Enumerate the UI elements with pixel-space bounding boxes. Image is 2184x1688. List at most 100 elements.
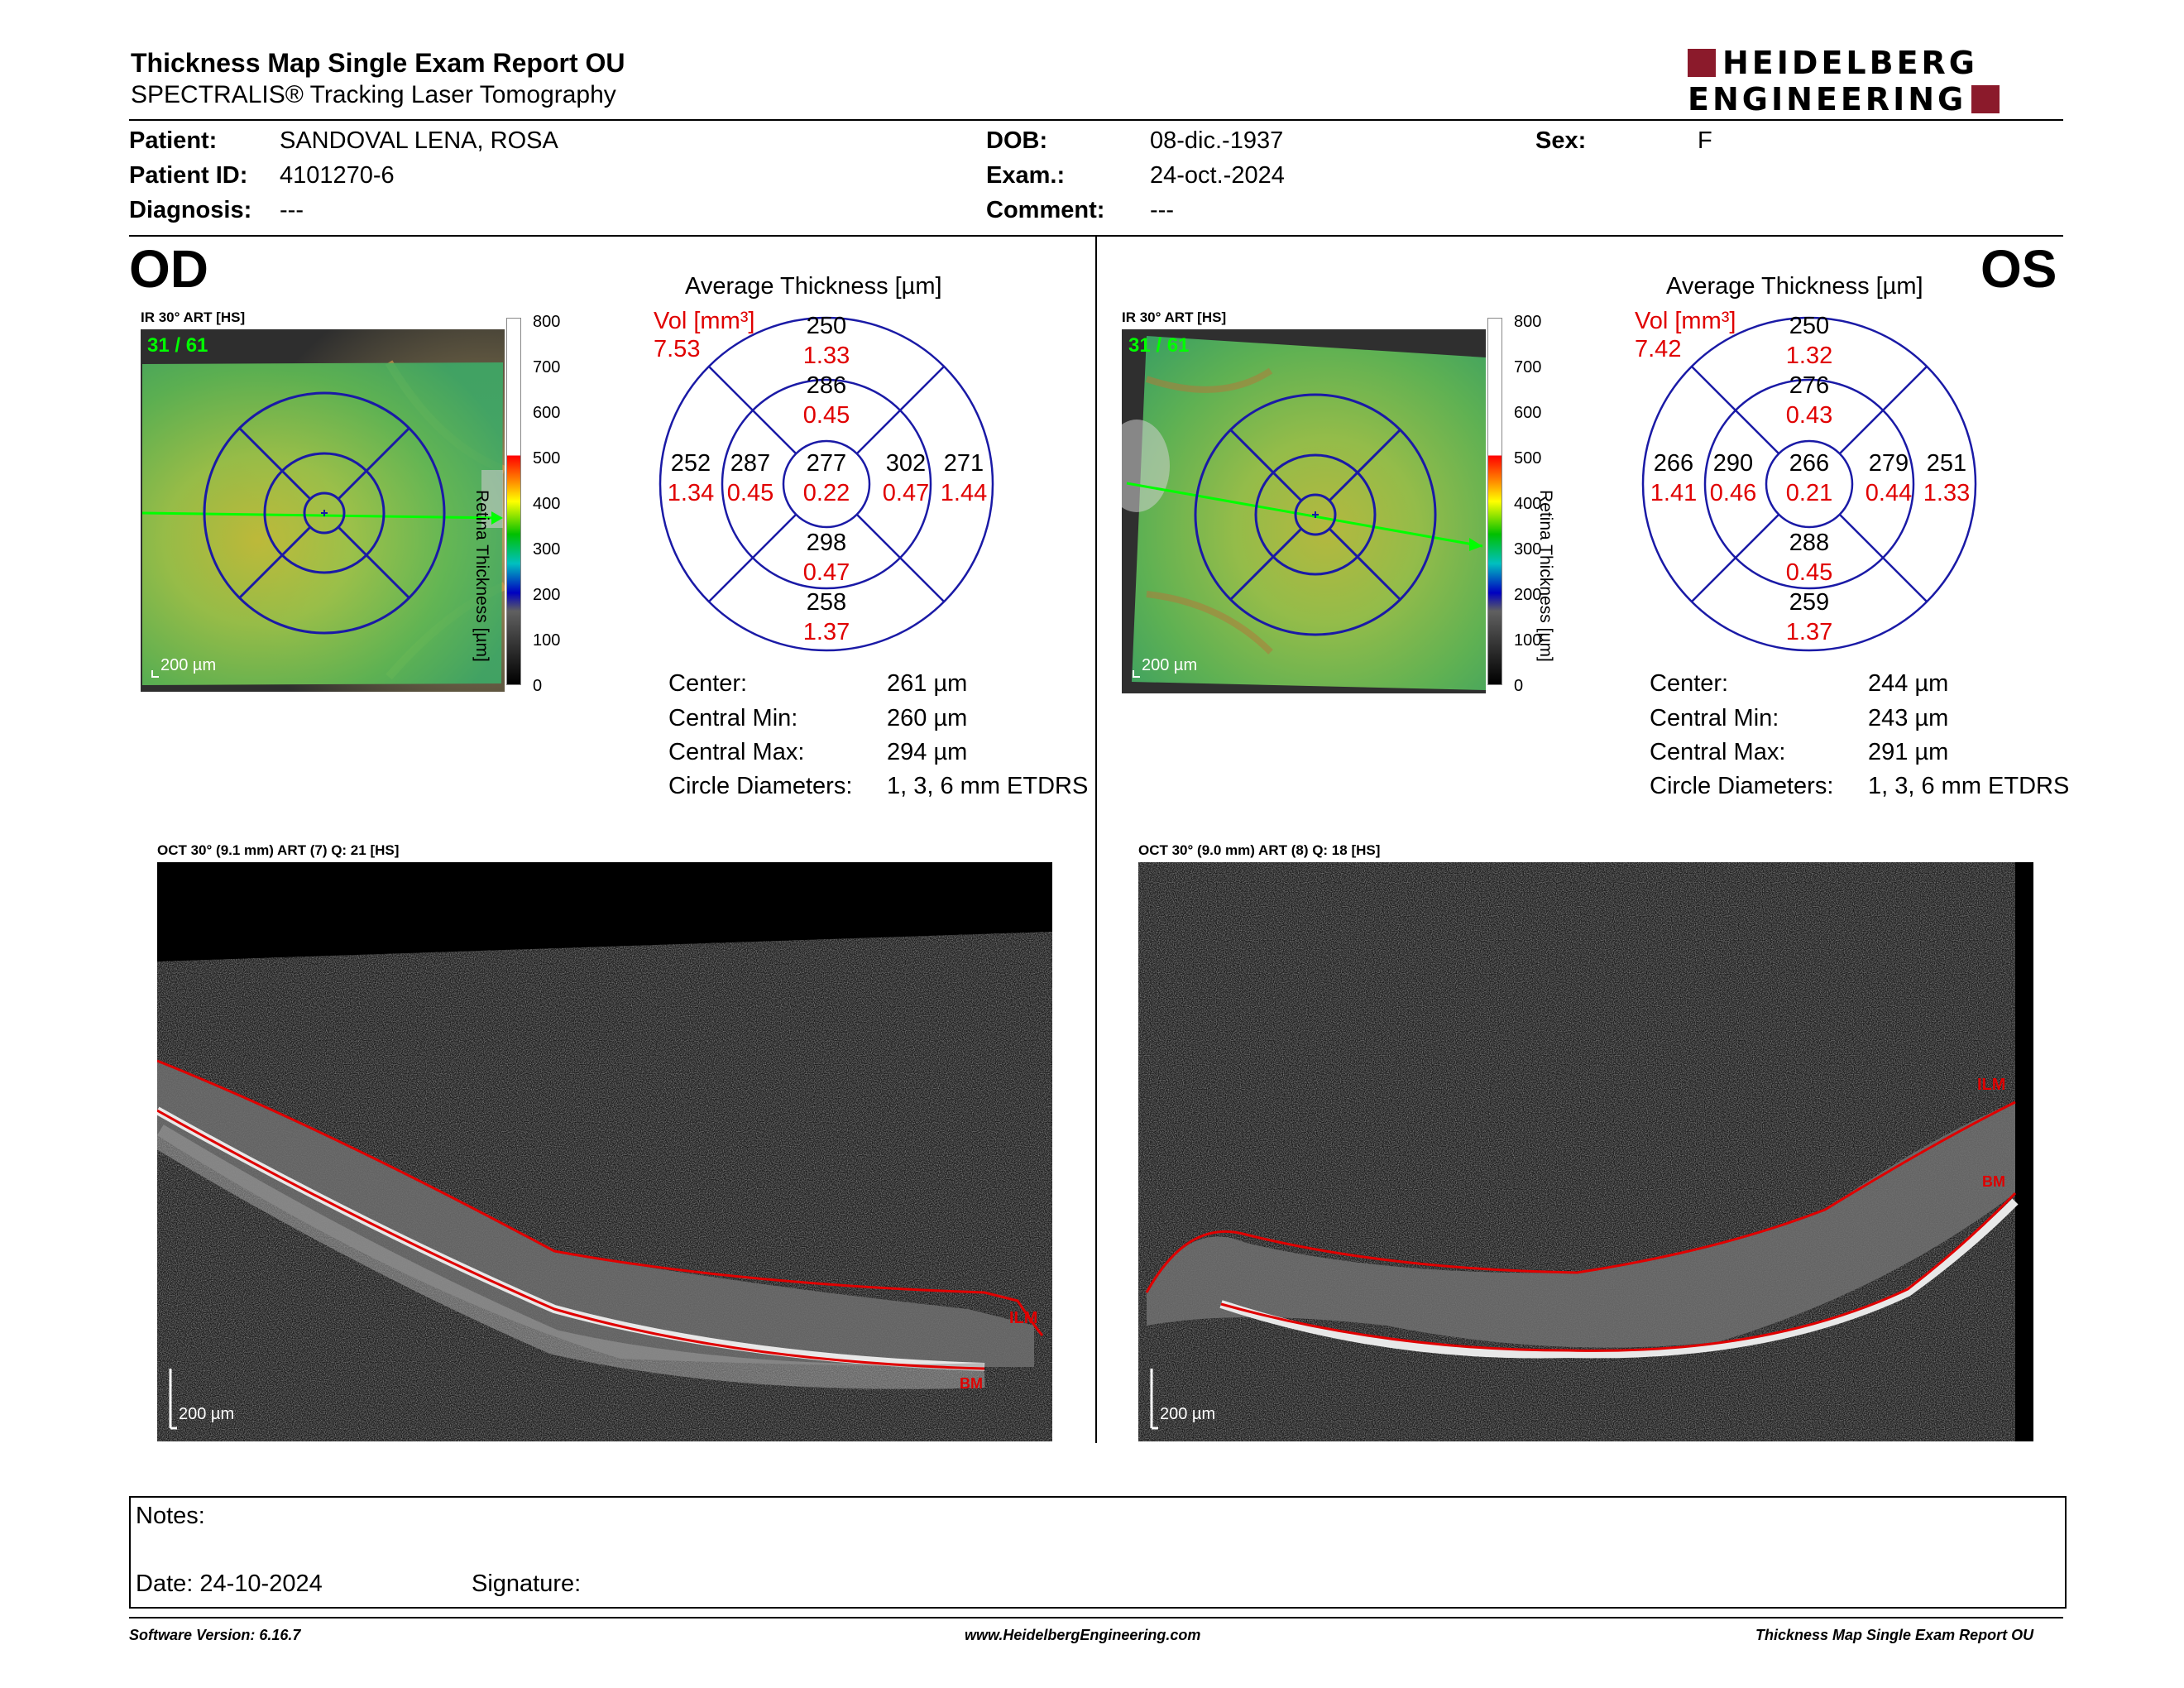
od-eye-label: OD	[129, 239, 208, 299]
tick-label: 200	[533, 586, 561, 604]
os-frame-counter: 31 / 61	[1128, 334, 1190, 357]
patient-id-value: 4101270-6	[280, 162, 395, 189]
os-outer-superior-thickness: 250	[1789, 313, 1830, 339]
signature-label: Signature:	[472, 1571, 582, 1597]
od-inner-inferior-thickness: 298	[806, 530, 847, 556]
os-bm-label: BM	[1982, 1173, 2005, 1190]
tick-label: 700	[1514, 358, 1542, 376]
os-outer-superior-volume: 1.32	[1785, 343, 1833, 369]
os-outer-inferior-thickness: 259	[1789, 589, 1830, 616]
od-ilm-label: ILM	[1009, 1309, 1038, 1327]
exam-value: 24-oct.-2024	[1150, 162, 1285, 189]
tick-label: 100	[533, 631, 561, 650]
logo-square-icon	[1688, 49, 1716, 77]
os-chart-title: Average Thickness [µm]	[1666, 273, 1923, 300]
od-vol-label: Vol [mm³]	[654, 308, 755, 334]
os-ir-label: IR 30° ART [HS]	[1122, 309, 1227, 325]
os-fundus-image: 31 / 61 200 µm	[1122, 329, 1486, 693]
os-vol-label: Vol [mm³]	[1635, 308, 1736, 334]
diagnosis-label: Diagnosis:	[129, 197, 252, 223]
sex-value: F	[1698, 127, 1712, 154]
od-outer-nasal-thickness: 271	[943, 450, 984, 477]
od-stat-label: Central Max:	[668, 739, 805, 765]
software-version: Software Version: 6.16.7	[129, 1627, 301, 1643]
tick-label: 300	[533, 540, 561, 559]
os-eye-label: OS	[1980, 239, 2057, 299]
os-inner-temporal-thickness: 290	[1712, 450, 1754, 477]
od-inner-temporal-volume: 0.45	[726, 480, 774, 506]
od-oct-scale: 200 µm	[179, 1405, 235, 1423]
od-inner-superior-volume: 0.45	[802, 402, 850, 429]
os-inner-inferior-volume: 0.45	[1785, 559, 1833, 586]
os-fundus-scale: 200 µm	[1142, 656, 1198, 674]
od-outer-inferior-thickness: 258	[806, 589, 847, 616]
os-inner-inferior-thickness: 288	[1789, 530, 1830, 556]
os-outer-inferior-volume: 1.37	[1785, 619, 1833, 645]
os-center-thickness: 266	[1789, 450, 1830, 477]
os-vol-value: 7.42	[1635, 336, 1682, 362]
od-fundus-scale: 200 µm	[160, 656, 217, 674]
os-inner-nasal-thickness: 279	[1868, 450, 1909, 477]
sex-label: Sex:	[1535, 127, 1587, 154]
od-frame-counter: 31 / 61	[147, 334, 208, 357]
od-colorbar	[506, 318, 521, 685]
tick-label: 200	[1514, 586, 1542, 604]
divider	[129, 119, 2063, 121]
logo-line1: HEIDELBERG	[1722, 45, 1978, 81]
od-colorbar-title: Retina Thickness [µm]	[472, 490, 491, 662]
patient-id-label: Patient ID:	[129, 162, 248, 189]
comment-label: Comment:	[986, 197, 1105, 223]
os-oct-image: ILM BM 200 µm	[1138, 862, 2033, 1441]
os-etdrs-grid	[1641, 316, 1977, 652]
od-chart-title: Average Thickness [µm]	[685, 273, 942, 300]
os-outer-temporal-volume: 1.41	[1650, 480, 1698, 506]
dob-label: DOB:	[986, 127, 1048, 154]
od-center-volume: 0.22	[802, 480, 850, 506]
tick-label: 800	[1514, 313, 1542, 331]
tick-label: 0	[1514, 677, 1524, 695]
od-etdrs-grid	[659, 316, 994, 652]
od-colorbar-ticks: 800 700 600 500 400 300 200 100 0	[521, 313, 571, 695]
od-inner-nasal-volume: 0.47	[882, 480, 930, 506]
od-outer-superior-thickness: 250	[806, 313, 847, 339]
os-stat-label: Center:	[1650, 670, 1729, 697]
os-colorbar	[1487, 318, 1502, 685]
website-link[interactable]: www.HeidelbergEngineering.com	[965, 1627, 1201, 1643]
od-center-thickness: 277	[806, 450, 847, 477]
os-ilm-label: ILM	[1977, 1076, 2006, 1094]
os-outer-nasal-thickness: 251	[1926, 450, 1967, 477]
os-oct-label: OCT 30° (9.0 mm) ART (8) Q: 18 [HS]	[1138, 842, 1381, 858]
tick-label: 100	[1514, 631, 1542, 650]
os-oct-scale: 200 µm	[1160, 1405, 1216, 1423]
od-stat-label: Center:	[668, 670, 748, 697]
od-oct-label: OCT 30° (9.1 mm) ART (7) Q: 21 [HS]	[157, 842, 400, 858]
os-stat-value: 291 µm	[1868, 739, 1949, 765]
os-stat-value: 1, 3, 6 mm ETDRS	[1868, 773, 2070, 799]
divider	[129, 1617, 2063, 1618]
tick-label: 800	[533, 313, 561, 331]
heidelberg-logo: HEIDELBERG ENGINEERING	[1688, 46, 2068, 117]
od-outer-temporal-volume: 1.34	[667, 480, 715, 506]
comment-value: ---	[1150, 197, 1174, 223]
od-inner-inferior-volume: 0.47	[802, 559, 850, 586]
tick-label: 500	[533, 449, 561, 468]
os-colorbar-ticks: 800 700 600 500 400 300 200 100 0	[1502, 313, 1552, 695]
od-bm-label: BM	[960, 1375, 983, 1392]
report-name-footer: Thickness Map Single Exam Report OU	[1755, 1627, 2034, 1643]
report-title: Thickness Map Single Exam Report OU	[131, 48, 625, 78]
od-ir-label: IR 30° ART [HS]	[141, 309, 246, 325]
os-stat-value: 243 µm	[1868, 705, 1949, 731]
od-vol-value: 7.53	[654, 336, 701, 362]
tick-label: 700	[533, 358, 561, 376]
logo-square-icon	[1971, 85, 2000, 113]
tick-label: 600	[533, 404, 561, 422]
od-outer-temporal-thickness: 252	[670, 450, 711, 477]
logo-line2: ENGINEERING	[1688, 81, 1967, 117]
os-stat-label: Central Max:	[1650, 739, 1786, 765]
patient-value: SANDOVAL LENA, ROSA	[280, 127, 558, 154]
os-stat-value: 244 µm	[1868, 670, 1949, 697]
tick-label: 300	[1514, 540, 1542, 559]
tick-label: 400	[533, 495, 561, 513]
report-subtitle: SPECTRALIS® Tracking Laser Tomography	[131, 81, 616, 108]
os-stat-label: Circle Diameters:	[1650, 773, 1834, 799]
